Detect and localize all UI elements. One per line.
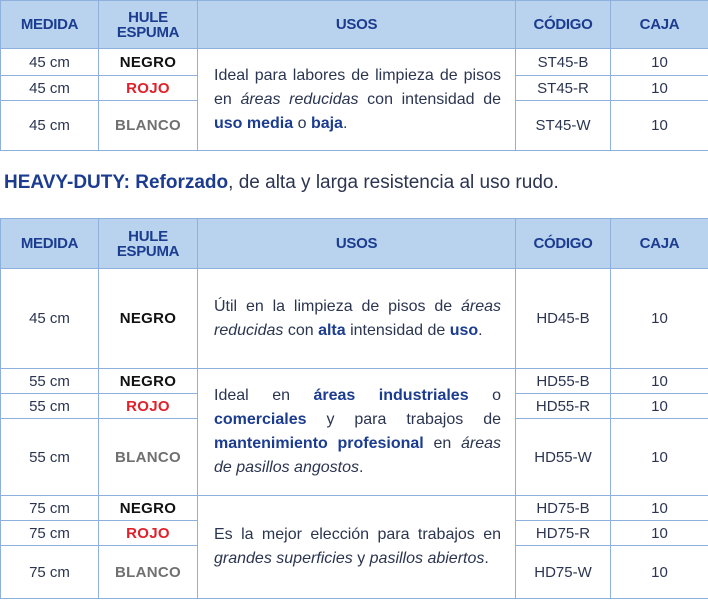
- header-cell: CÓDIGO: [515, 218, 611, 269]
- hule-cell: NEGRO: [98, 495, 198, 521]
- usos-cell: Útil en la limpieza de pisos de áreas re…: [197, 268, 516, 369]
- text-run: baja: [310, 114, 343, 132]
- header-cell: CAJA: [610, 0, 708, 49]
- caja-cell: 10: [610, 368, 708, 394]
- hule-cell: ROJO: [98, 393, 198, 419]
- text-run: Ideal en: [214, 387, 314, 404]
- hule-cell: BLANCO: [98, 418, 198, 496]
- text-run: Útil en la limpieza de pisos de: [214, 297, 461, 315]
- usos-cell: Ideal en áreas industriales o comerciale…: [197, 368, 516, 496]
- text-run: pasillos abiertos: [369, 550, 485, 567]
- text-run: alta: [318, 321, 346, 339]
- caja-cell: 10: [610, 418, 708, 496]
- data-row: 55 cm NEGRO Ideal en áreas industriales o …: [0, 368, 708, 496]
- spec-table: MEDIDA HULE ESPUMA USOS CÓDIGO CAJA 45 cm NEGR…: [0, 0, 708, 151]
- header-cell: HULE ESPUMA: [98, 0, 198, 49]
- header-cell: CAJA: [610, 218, 708, 269]
- codigo-cell: HD45-B: [515, 268, 611, 369]
- text-run: Reforzado: [129, 172, 229, 193]
- text-run: y para trabajos de: [306, 411, 501, 428]
- text-run: áreas de pasillos angostos: [214, 435, 502, 476]
- usos-cell: Ideal para labores de limpieza de pisos …: [197, 48, 516, 151]
- text-run: comerciales: [214, 411, 307, 428]
- header-cell: HULE ESPUMA: [98, 218, 198, 269]
- caja-cell: 10: [610, 268, 708, 369]
- hule-cell: ROJO: [98, 520, 198, 546]
- codigo-cell: HD55-R: [515, 393, 611, 419]
- text-run: o: [468, 387, 501, 404]
- medida-cell: 55 cm: [0, 393, 99, 419]
- text-run: Es la mejor elección para trabajos en: [214, 526, 501, 543]
- codigo-cell: HD55-W: [515, 418, 611, 496]
- text-run: áreas reducidas: [214, 297, 501, 339]
- hule-cell: BLANCO: [98, 100, 198, 151]
- header-cell: USOS: [197, 218, 516, 269]
- text-run: Ideal para labores de limpieza de pisos …: [214, 66, 501, 108]
- text-run: con intensidad de: [358, 90, 502, 108]
- usos-cell: Es la mejor elección para trabajos en gr…: [197, 495, 516, 599]
- section-heading: HEAVY-DUTY: Reforzado, de alta y larga r…: [4, 172, 559, 194]
- text-run: intensidad de: [345, 321, 450, 339]
- text-run: en: [423, 435, 461, 452]
- codigo-cell: HD75-B: [515, 495, 611, 521]
- caja-cell: 10: [610, 520, 708, 546]
- text-run: HEAVY-DUTY:: [4, 172, 130, 193]
- text-run: .: [484, 550, 489, 567]
- header-row: MEDIDA HULE ESPUMA USOS CÓDIGO CAJA: [0, 218, 708, 269]
- medida-cell: 45 cm: [0, 100, 99, 151]
- data-row: 75 cm NEGRO Es la mejor elección para trab…: [0, 495, 708, 599]
- codigo-cell: HD55-B: [515, 368, 611, 394]
- medida-cell: 45 cm: [0, 268, 99, 369]
- hule-cell: BLANCO: [98, 545, 198, 599]
- text-run: áreas reducidas: [240, 90, 359, 108]
- caja-cell: 10: [610, 545, 708, 599]
- hule-cell: NEGRO: [98, 48, 198, 76]
- text-run: .: [478, 321, 483, 339]
- caja-cell: 10: [610, 393, 708, 419]
- data-row: 45 cm BLANCO ST45-W 10: [0, 100, 708, 151]
- spec-table: MEDIDA HULE ESPUMA USOS CÓDIGO CAJA 45 cm NEGR…: [0, 218, 708, 599]
- data-row: 45 cm ROJO ST45-R 10: [0, 75, 708, 101]
- codigo-cell: ST45-B: [515, 48, 611, 76]
- data-row: 45 cm NEGRO Ideal para labores de limpieza…: [0, 48, 708, 151]
- medida-cell: 75 cm: [0, 520, 99, 546]
- header-cell: MEDIDA: [0, 218, 99, 269]
- hule-cell: NEGRO: [98, 368, 198, 394]
- hule-cell: ROJO: [98, 75, 198, 101]
- text-run: .: [342, 114, 348, 132]
- caja-cell: 10: [610, 495, 708, 521]
- codigo-cell: ST45-W: [515, 100, 611, 151]
- text-run: uso: [449, 321, 479, 339]
- caja-cell: 10: [610, 75, 708, 101]
- medida-cell: 55 cm: [0, 418, 99, 496]
- data-row: 45 cm NEGRO Útil en la limpieza de pisos d…: [0, 268, 708, 369]
- text-run: grandes superficies: [214, 550, 353, 567]
- codigo-cell: HD75-R: [515, 520, 611, 546]
- header-row: MEDIDA HULE ESPUMA USOS CÓDIGO CAJA: [0, 0, 708, 49]
- medida-cell: 45 cm: [0, 48, 99, 76]
- data-row: 75 cm ROJO HD75-R 10: [0, 520, 708, 546]
- medida-cell: 55 cm: [0, 368, 99, 394]
- header-cell: CÓDIGO: [515, 0, 611, 49]
- text-run: , de alta y larga resistencia al uso rud…: [228, 172, 559, 193]
- text-run: o: [293, 114, 311, 132]
- text-run: mantenimiento profesional: [214, 435, 424, 452]
- hule-cell: NEGRO: [98, 268, 198, 369]
- medida-cell: 75 cm: [0, 495, 99, 521]
- text-run: con: [283, 321, 319, 339]
- header-cell: USOS: [197, 0, 516, 49]
- text-run: áreas industriales: [313, 387, 469, 404]
- text-run: uso media: [214, 114, 294, 132]
- caja-cell: 10: [610, 48, 708, 76]
- codigo-cell: HD75-W: [515, 545, 611, 599]
- text-run: y: [352, 550, 370, 567]
- medida-cell: 45 cm: [0, 75, 99, 101]
- codigo-cell: ST45-R: [515, 75, 611, 101]
- medida-cell: 75 cm: [0, 545, 99, 599]
- header-cell: MEDIDA: [0, 0, 99, 49]
- caja-cell: 10: [610, 100, 708, 151]
- text-run: .: [358, 459, 364, 476]
